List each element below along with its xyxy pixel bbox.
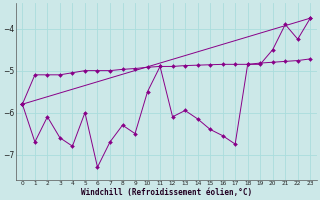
X-axis label: Windchill (Refroidissement éolien,°C): Windchill (Refroidissement éolien,°C) [81, 188, 252, 197]
